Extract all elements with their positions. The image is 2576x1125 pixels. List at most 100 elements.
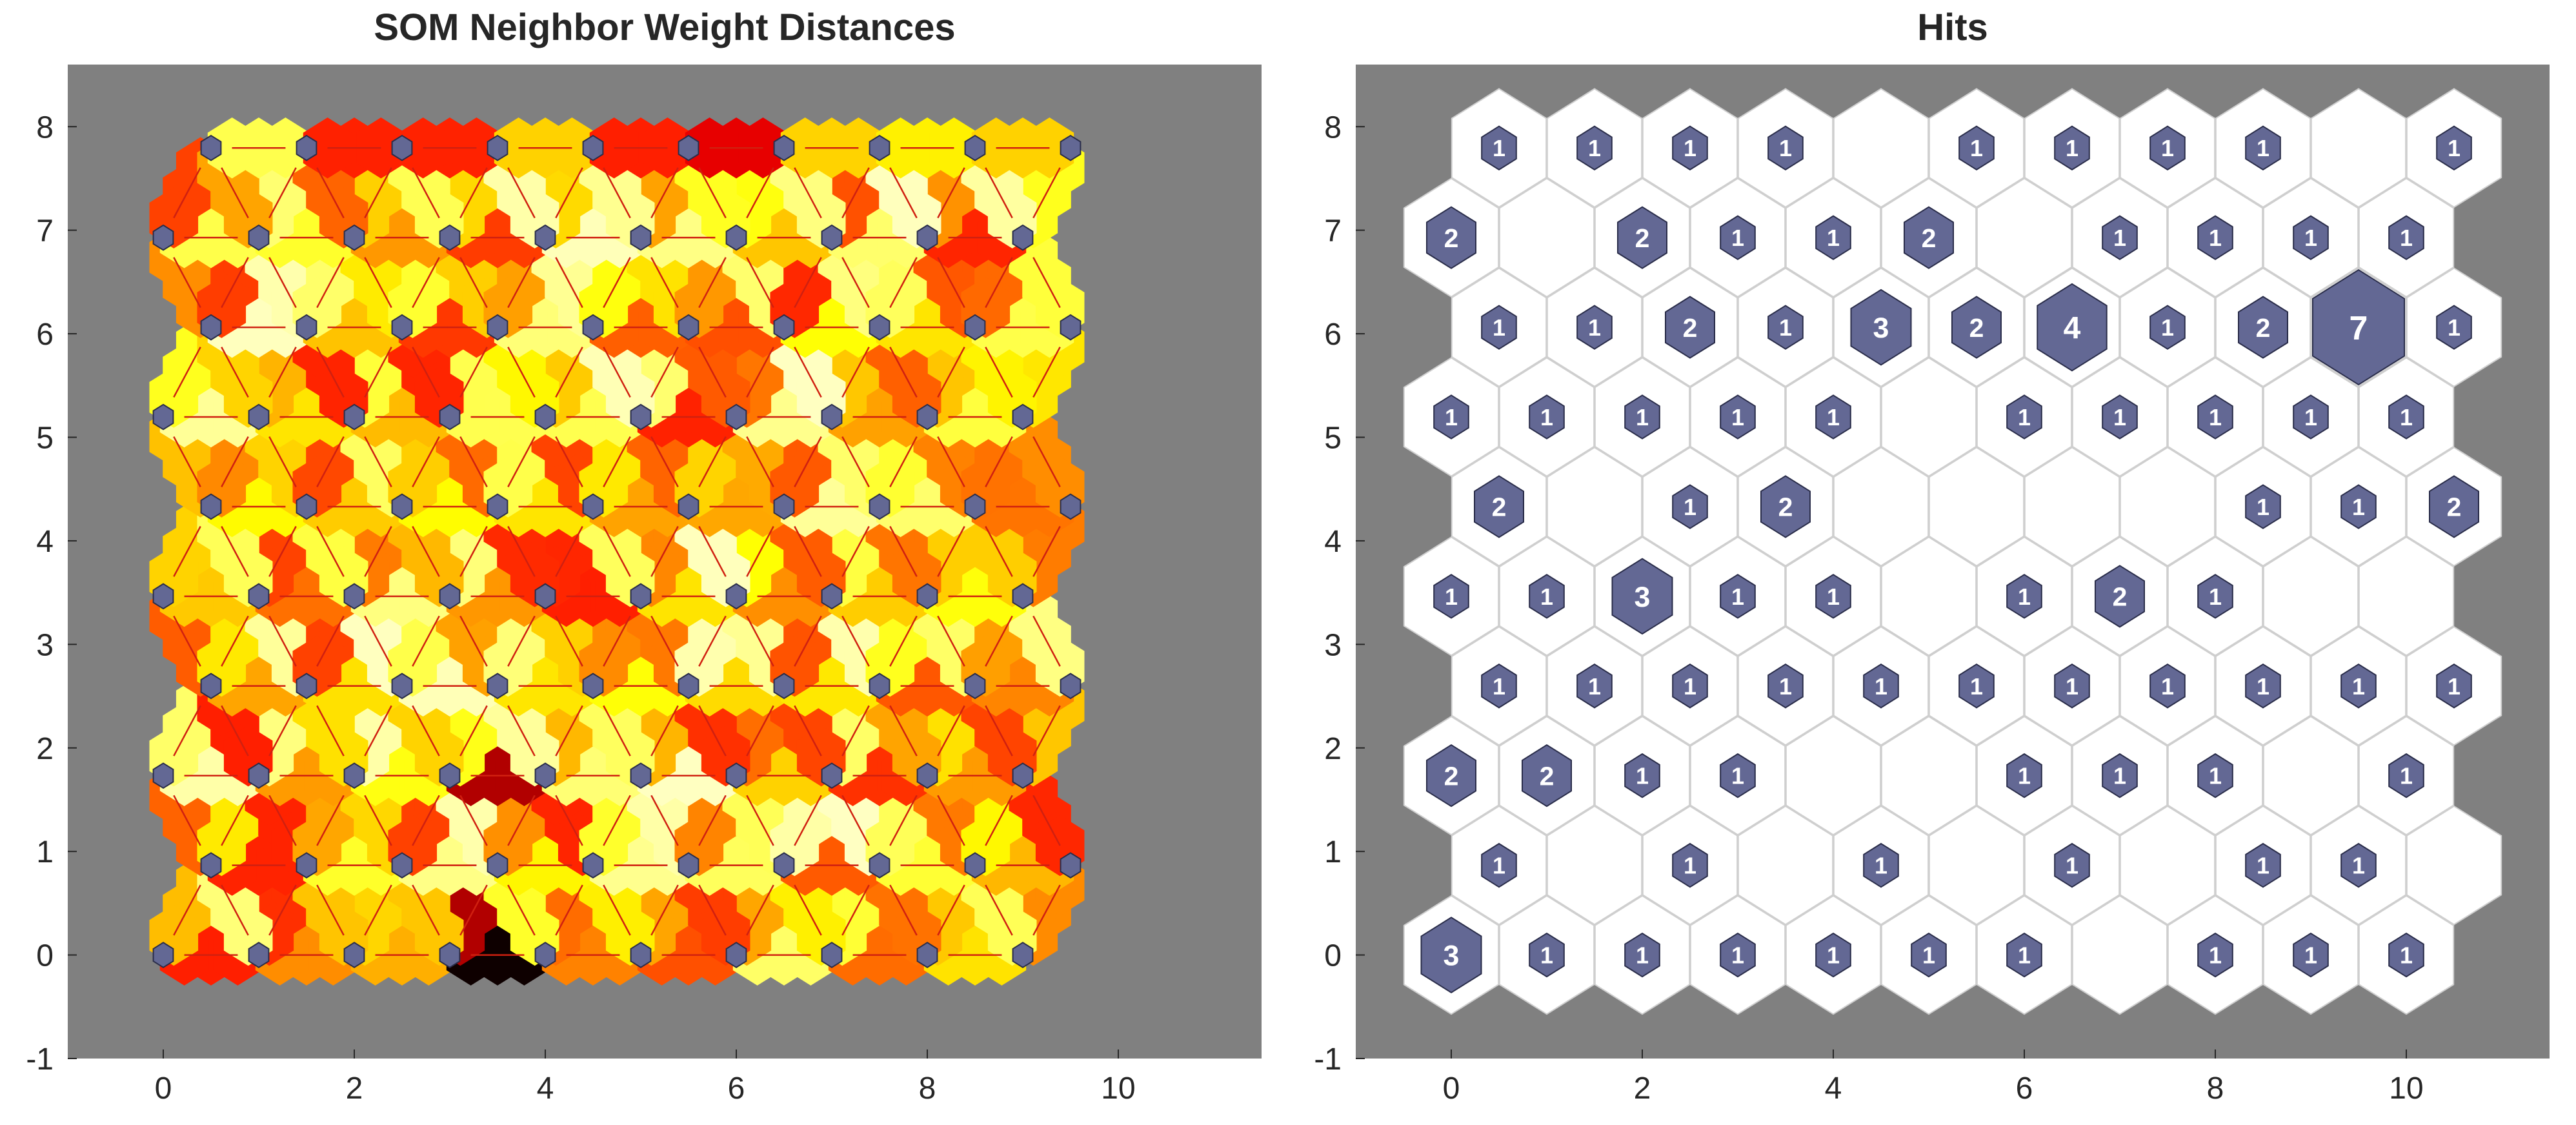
hit-marker xyxy=(1672,484,1708,529)
hit-marker xyxy=(2197,753,2233,798)
hit-marker xyxy=(1624,753,1660,798)
hit-marker xyxy=(2197,932,2233,978)
neighbor-connection xyxy=(794,795,822,846)
hit-marker xyxy=(2006,394,2042,440)
neighbor-connection xyxy=(698,347,727,398)
neighbor-connection xyxy=(985,436,1013,487)
neighbor-connection xyxy=(316,525,345,577)
hit-count-label: 1 xyxy=(1445,583,1458,610)
neuron xyxy=(869,673,891,700)
hit-cell xyxy=(1976,177,2073,298)
neighbor-connection xyxy=(459,347,488,398)
y-tick-label: 2 xyxy=(36,732,54,766)
hit-count-label: 1 xyxy=(1493,314,1505,341)
neuron xyxy=(630,942,652,968)
hit-cell xyxy=(2406,805,2502,926)
neighbor-connection xyxy=(412,167,440,219)
hit-count-label: 1 xyxy=(2161,135,2174,161)
neuron xyxy=(391,852,413,879)
hit-count-label: 2 xyxy=(1444,223,1459,253)
neuron xyxy=(773,134,795,161)
neighbor-connection xyxy=(173,257,201,309)
neighbor-connection xyxy=(650,347,679,398)
neuron xyxy=(296,852,317,879)
neighbor-connection xyxy=(841,436,870,487)
neighbor-connection xyxy=(841,167,870,219)
hit-count-label: 1 xyxy=(2209,583,2222,610)
hit-count-label: 1 xyxy=(1588,314,1601,341)
neuron xyxy=(1012,224,1034,251)
hit-marker xyxy=(1760,475,1811,538)
neuron xyxy=(296,314,317,341)
hit-markers: 3 1 1 1 1 1 1 1 1 1 1 1 1 1 1 1 2 2 1 1 1 1 1 1 1 1 1 1 1 1 1 1 1 1 1 1 1 3 1 1… xyxy=(1420,125,2479,993)
distance-cell xyxy=(929,117,979,179)
hit-count-label: 1 xyxy=(1875,853,1887,879)
neighbor-connection xyxy=(1032,795,1061,846)
neurons xyxy=(152,134,1082,968)
neuron xyxy=(725,403,747,431)
hit-count-label: 2 xyxy=(1492,492,1507,522)
y-tick-label: 0 xyxy=(36,939,54,973)
neuron xyxy=(964,134,986,161)
hit-marker xyxy=(1911,932,1947,978)
neuron xyxy=(821,403,843,431)
y-tick-label: 5 xyxy=(36,421,54,456)
distance-cell xyxy=(589,117,639,179)
hit-count-label: 1 xyxy=(2113,404,2126,431)
neighbor-connection xyxy=(364,257,392,309)
hit-count-label: 1 xyxy=(2209,225,2222,251)
neighbor-connection xyxy=(698,257,727,309)
hit-count-label: 1 xyxy=(2018,942,2031,969)
neighbor-connection xyxy=(173,436,201,487)
neighbor-connection xyxy=(794,257,822,309)
neuron xyxy=(534,403,556,431)
neighbor-connection xyxy=(221,167,249,219)
neighbor-connection xyxy=(1032,525,1061,577)
hit-cell xyxy=(1833,88,1929,208)
hit-count-label: 1 xyxy=(2448,314,2460,341)
neighbor-connection xyxy=(555,615,583,667)
neighbor-connection xyxy=(412,615,440,667)
neuron xyxy=(439,583,461,610)
neighbor-connection xyxy=(555,525,583,577)
neuron xyxy=(678,673,699,700)
neighbor-connection xyxy=(650,257,679,309)
neighbor-connection xyxy=(650,167,679,219)
y-tick-label: 6 xyxy=(36,318,54,352)
hit-count-label: 7 xyxy=(2350,310,2368,347)
hit-marker xyxy=(1672,664,1708,709)
neuron xyxy=(200,493,222,520)
neuron xyxy=(582,852,604,879)
hit-cell xyxy=(1546,447,1643,567)
hit-count-label: 1 xyxy=(1684,494,1696,520)
neighbor-connection xyxy=(889,884,918,936)
hit-marker xyxy=(2006,753,2042,798)
neighbor-connection xyxy=(746,347,774,398)
neighbor-connection xyxy=(555,347,583,398)
hit-marker xyxy=(1576,305,1613,350)
neighbor-connection xyxy=(268,795,297,846)
neighbor-connection xyxy=(698,795,727,846)
hit-marker xyxy=(1529,394,1565,440)
hit-marker xyxy=(2312,269,2405,386)
neighbor-connection xyxy=(221,436,249,487)
neighbor-connection xyxy=(459,884,488,936)
hit-marker xyxy=(2340,842,2377,888)
y-tick-label: 8 xyxy=(1324,110,1342,145)
neighbor-connection xyxy=(603,167,631,219)
hit-count-label: 1 xyxy=(2400,763,2413,789)
hit-cell xyxy=(2071,895,2168,1015)
hit-marker xyxy=(2245,484,2281,529)
neighbor-connection xyxy=(794,705,822,756)
neighbor-connection xyxy=(937,705,965,756)
neighbor-connection xyxy=(221,257,249,309)
neighbor-connection xyxy=(794,436,822,487)
neuron xyxy=(869,314,891,341)
hit-count-label: 1 xyxy=(1636,942,1649,969)
neighbor-connection xyxy=(1032,347,1061,398)
hit-count-label: 1 xyxy=(1779,673,1792,700)
hit-marker xyxy=(2429,475,2479,538)
neighbor-connection xyxy=(746,167,774,219)
neighbor-connection xyxy=(937,167,965,219)
hit-marker xyxy=(2388,753,2424,798)
